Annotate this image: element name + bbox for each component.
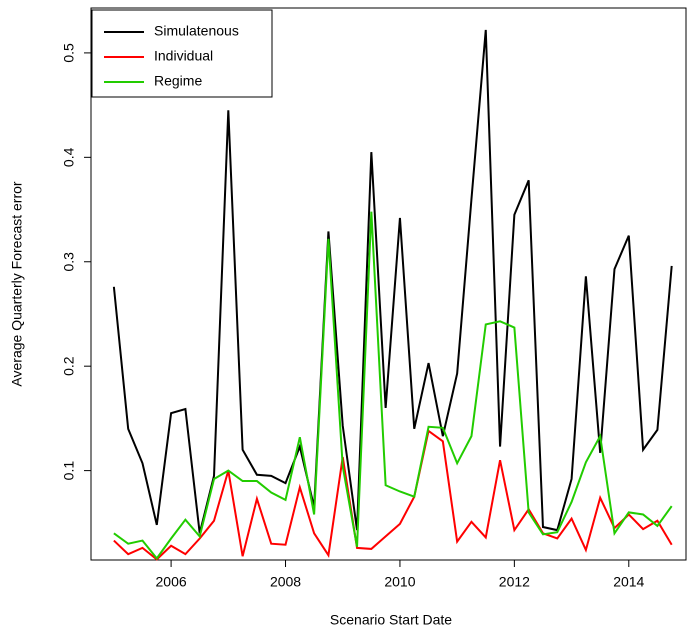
- x-axis-label: Scenario Start Date: [330, 612, 452, 628]
- y-tick-label: 0.3: [61, 252, 77, 272]
- x-tick-label: 2014: [613, 574, 644, 590]
- legend-box: [91, 9, 273, 98]
- y-tick-label: 0.1: [61, 461, 77, 481]
- y-tick-label: 0.2: [61, 356, 77, 376]
- legend-label: Individual: [154, 48, 213, 64]
- y-tick-label: 0.4: [61, 147, 77, 167]
- y-axis-label: Average Quarterly Forecast error: [9, 181, 25, 386]
- x-tick-label: 2006: [156, 574, 187, 590]
- x-tick-label: 2012: [499, 574, 530, 590]
- legend-label: Simulatenous: [154, 23, 239, 39]
- x-tick-label: 2010: [384, 574, 415, 590]
- x-tick-label: 2008: [270, 574, 301, 590]
- plot-box: [90, 7, 687, 561]
- series-line: [113, 211, 673, 560]
- legend-label: Regime: [154, 73, 202, 89]
- y-tick-label: 0.5: [61, 43, 77, 63]
- series-line: [113, 429, 673, 561]
